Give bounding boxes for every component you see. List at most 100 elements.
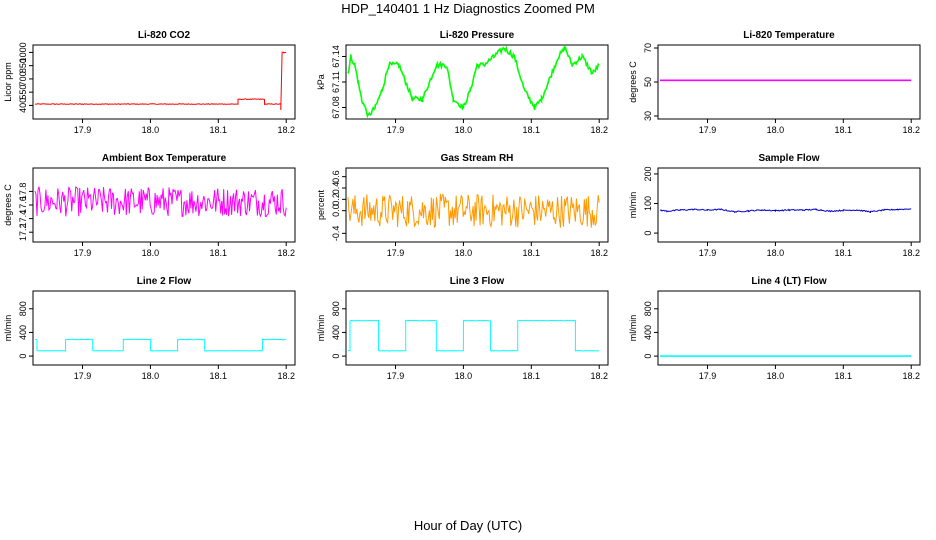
- y-tick-label: 1000: [18, 42, 28, 62]
- y-tick-label: 0: [18, 354, 28, 359]
- data-series-line: [659, 207, 912, 214]
- x-tick-label: 18.1: [523, 125, 541, 135]
- y-axis-label: ml/min: [3, 315, 13, 342]
- x-tick-label: 18.0: [455, 371, 473, 381]
- panel-title: Line 4 (LT) Flow: [751, 276, 827, 287]
- y-axis-label: ml/min: [316, 315, 326, 342]
- x-tick-label: 18.2: [590, 371, 608, 381]
- panel-frame: [32, 44, 296, 120]
- panel-title: Ambient Box Temperature: [102, 153, 227, 164]
- y-axis-label: degrees C: [628, 61, 638, 103]
- y-tick-label: 0.0: [331, 204, 341, 217]
- y-tick-label: 17.6: [18, 196, 28, 214]
- y-tick-label: 400: [643, 325, 653, 340]
- x-tick-label: 18.0: [767, 248, 785, 258]
- y-tick-label: 17.2: [18, 223, 28, 241]
- y-tick-label: 800: [18, 301, 28, 316]
- y-tick-label: 0: [643, 231, 653, 236]
- x-tick-label: 18.0: [142, 248, 160, 258]
- y-tick-label: 17.8: [18, 183, 28, 201]
- x-tick-label: 18.1: [835, 371, 853, 381]
- panel-frame: [657, 167, 921, 243]
- y-axis-label: degrees C: [3, 184, 13, 226]
- panel-5: Sample Flow 17.9 18.0 18.1 18.2 0 100 200 ml/min: [628, 153, 921, 258]
- x-tick-label: 18.2: [902, 248, 920, 258]
- y-axis-label: ml/min: [628, 315, 638, 342]
- panel-frame: [345, 167, 609, 243]
- x-tick-label: 18.2: [902, 125, 920, 135]
- figure-title: HDP_140401 1 Hz Diagnostics Zoomed PM: [341, 1, 595, 16]
- x-tick-label: 18.2: [590, 125, 608, 135]
- y-tick-label: 17.4: [18, 210, 28, 228]
- panel-6: Line 2 Flow 17.9 18.0 18.1 18.2 0 400 800 ml/min: [3, 276, 296, 381]
- x-tick-label: 18.1: [210, 125, 228, 135]
- x-tick-label: 18.2: [277, 371, 295, 381]
- y-axis-label: percent: [316, 189, 326, 220]
- panel-frame: [657, 44, 921, 120]
- x-tick-label: 17.9: [699, 125, 717, 135]
- x-tick-label: 18.1: [210, 248, 228, 258]
- y-tick-label: 0: [643, 354, 653, 359]
- panel-8: Line 4 (LT) Flow 17.9 18.0 18.1 18.2 0 400 800 m…: [628, 276, 921, 381]
- y-tick-label: 30: [643, 111, 653, 121]
- y-axis-label: kPa: [316, 74, 326, 90]
- panel-title: Sample Flow: [758, 153, 819, 164]
- y-tick-label: 400: [331, 325, 341, 340]
- y-tick-label: 0: [331, 354, 341, 359]
- y-axis-label: ml/min: [628, 192, 638, 219]
- panel-frame: [657, 290, 921, 366]
- y-tick-label: -0.4: [331, 226, 341, 242]
- y-tick-label: 100: [643, 196, 653, 211]
- y-tick-label: 50: [643, 77, 653, 87]
- x-tick-label: 17.9: [387, 125, 405, 135]
- x-tick-label: 18.0: [142, 371, 160, 381]
- panel-title: Li-820 CO2: [138, 30, 191, 41]
- x-tick-label: 17.9: [699, 371, 717, 381]
- x-tick-label: 18.1: [210, 371, 228, 381]
- x-tick-label: 18.0: [455, 125, 473, 135]
- data-series-line: [34, 186, 287, 218]
- panel-frame: [345, 290, 609, 366]
- x-tick-label: 18.1: [523, 248, 541, 258]
- panel-title: Li-820 Temperature: [743, 30, 835, 41]
- y-tick-label: 400: [18, 325, 28, 340]
- x-tick-label: 18.2: [902, 371, 920, 381]
- y-tick-label: 0.2: [331, 193, 341, 206]
- x-tick-label: 18.0: [142, 125, 160, 135]
- y-tick-label: 800: [643, 301, 653, 316]
- x-tick-label: 17.9: [74, 125, 92, 135]
- x-tick-label: 17.9: [387, 248, 405, 258]
- y-tick-label: 0.6: [331, 170, 341, 183]
- y-tick-label: 850: [18, 58, 28, 73]
- panel-title: Line 2 Flow: [137, 276, 192, 287]
- x-tick-label: 18.0: [767, 125, 785, 135]
- x-tick-label: 18.0: [767, 371, 785, 381]
- panel-2: Li-820 Temperature 17.9 18.0 18.1 18.2 30 50 70…: [628, 30, 921, 135]
- x-tick-label: 18.2: [277, 125, 295, 135]
- y-tick-label: 67.11: [331, 71, 341, 93]
- panel-0: Li-820 CO2 17.9 18.0 18.1 18.2 40055070085010…: [3, 30, 296, 135]
- x-tick-label: 18.2: [277, 248, 295, 258]
- panel-title: Li-820 Pressure: [440, 30, 515, 41]
- data-series-line: [347, 193, 600, 229]
- x-tick-label: 17.9: [699, 248, 717, 258]
- y-tick-label: 67.14: [331, 45, 341, 68]
- y-tick-label: 70: [643, 43, 653, 53]
- y-tick-label: 400: [18, 98, 28, 113]
- x-tick-label: 18.2: [590, 248, 608, 258]
- y-tick-label: 700: [18, 71, 28, 86]
- x-tick-label: 17.9: [387, 371, 405, 381]
- y-axis-label: Licor ppm: [3, 62, 13, 102]
- x-tick-label: 18.1: [835, 248, 853, 258]
- data-series-line: [348, 319, 600, 352]
- x-tick-label: 18.1: [835, 125, 853, 135]
- y-tick-label: 550: [18, 85, 28, 100]
- x-tick-label: 17.9: [74, 248, 92, 258]
- panel-title: Line 3 Flow: [450, 276, 505, 287]
- panel-1: Li-820 Pressure 17.9 18.0 18.1 18.2 67.08 67.1…: [316, 30, 609, 135]
- panel-frame: [32, 290, 296, 366]
- y-tick-label: 800: [331, 301, 341, 316]
- x-tick-label: 17.9: [74, 371, 92, 381]
